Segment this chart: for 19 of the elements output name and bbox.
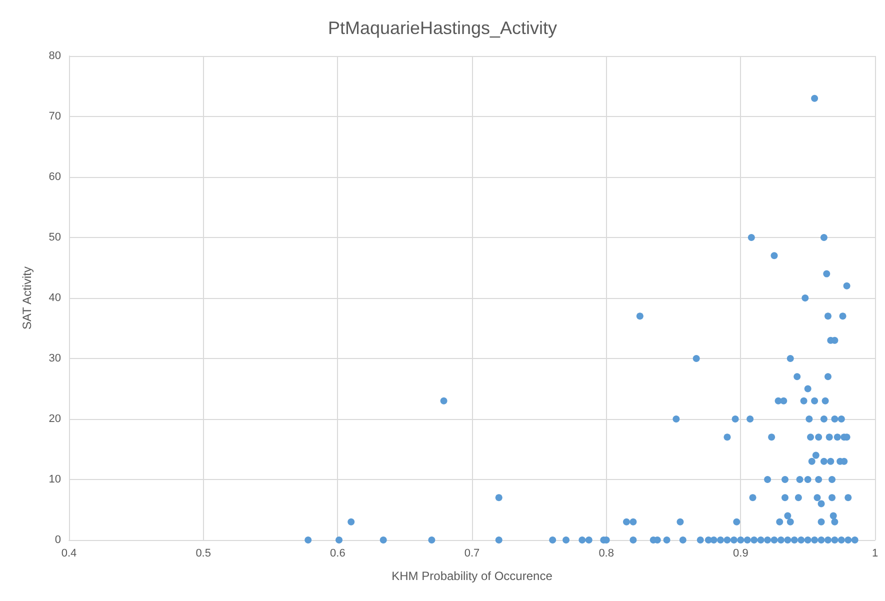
y-axis-title: SAT Activity: [20, 266, 34, 330]
x-axis-title: KHM Probability of Occurence: [392, 569, 553, 583]
y-tick-label: 80: [48, 50, 61, 62]
x-tick-label: 0.9: [733, 548, 748, 560]
y-tick-label: 60: [48, 171, 61, 183]
x-tick-label: 0.6: [330, 548, 346, 560]
x-tick-label: 1: [872, 548, 878, 560]
y-tick-label: 20: [48, 413, 61, 425]
y-tick-label: 50: [48, 232, 61, 244]
chart-title: PtMaquarieHastings_Activity: [328, 18, 558, 38]
y-tick-label: 0: [54, 534, 61, 546]
y-tick-label: 40: [48, 292, 61, 304]
y-tick-label: 70: [48, 110, 61, 122]
y-tick-label: 10: [48, 474, 61, 486]
x-tick-label: 0.5: [196, 548, 211, 560]
x-tick-label: 0.8: [598, 548, 614, 560]
x-tick-label: 0.7: [464, 548, 480, 560]
y-tick-label: 30: [48, 352, 61, 364]
x-tick-label: 0.4: [61, 548, 77, 560]
